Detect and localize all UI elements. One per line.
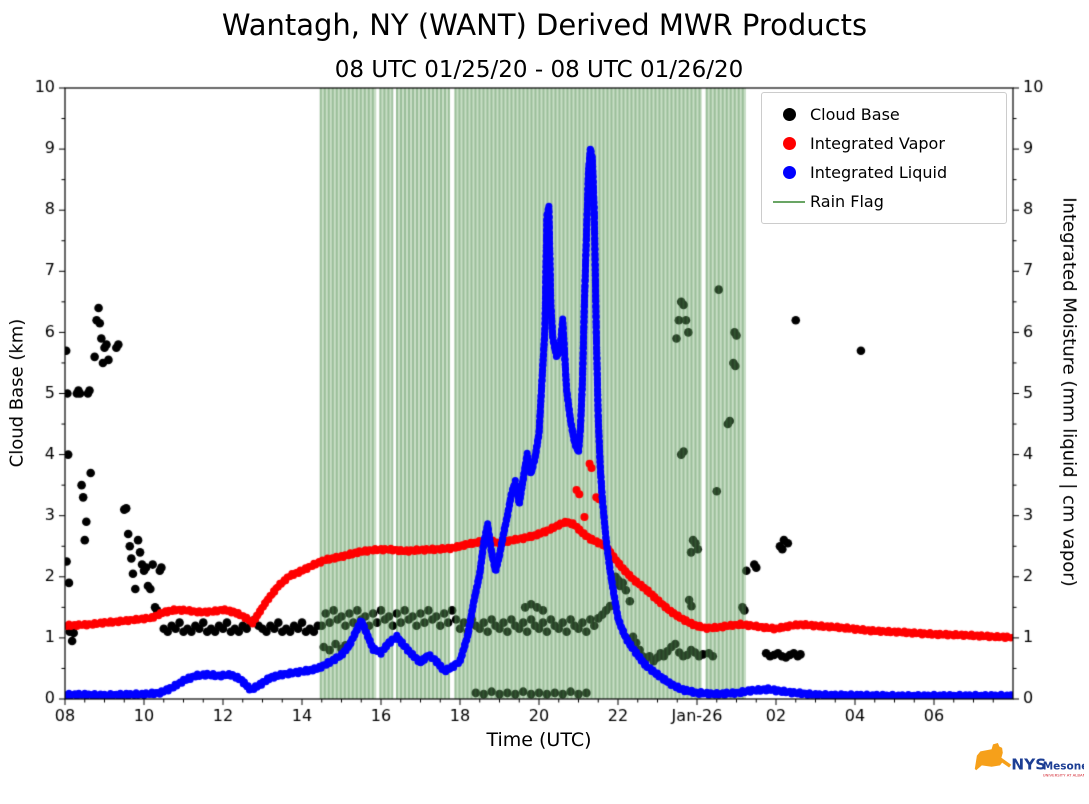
legend-item-rain-flag: Rain Flag [768,187,1000,216]
legend-label-cloud-base: Cloud Base [810,105,900,124]
legend-item-integrated-vapor: Integrated Vapor [768,129,1000,158]
y-axis-label-left: Cloud Base (km) [6,318,28,468]
logo-tagline-text: UNIVERSITY AT ALBANY [1043,773,1084,778]
chart-subtitle: 08 UTC 01/25/20 - 08 UTC 01/26/20 [334,57,744,83]
legend-label-rain-flag: Rain Flag [810,192,884,211]
legend-label-integrated-vapor: Integrated Vapor [810,134,945,153]
chart-title: Wantagh, NY (WANT) Derived MWR Products [221,8,868,42]
logo-name-text: Mesonet [1043,761,1084,773]
integrated-vapor-marker-icon [782,137,796,150]
integrated-liquid-marker-icon [782,166,796,179]
x-axis-label: Time (UTC) [486,729,592,751]
legend-item-integrated-liquid: Integrated Liquid [768,158,1000,187]
ny-state-icon [974,743,1012,771]
y-axis-label-right: Integrated Moisture (mm liquid | cm vapo… [1058,197,1080,587]
nys-mesonet-logo: NYS Mesonet UNIVERSITY AT ALBANY [972,731,1089,797]
rain-flag-line-icon [773,200,805,203]
logo-org-text: NYS [1011,756,1046,774]
legend-item-cloud-base: Cloud Base [768,100,1000,129]
legend: Cloud Base Integrated Vapor Integrated L… [761,92,1007,224]
cloud-base-marker-icon [782,108,796,121]
legend-label-integrated-liquid: Integrated Liquid [810,163,948,182]
